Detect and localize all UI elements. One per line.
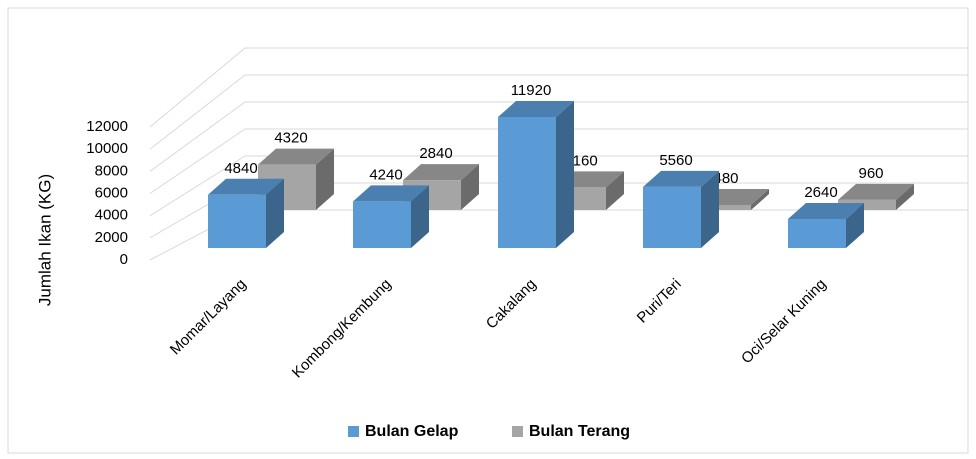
bar-side — [266, 178, 284, 248]
bar — [498, 101, 574, 248]
bar-side — [461, 164, 479, 210]
bar-side — [411, 185, 429, 248]
grid-line — [149, 155, 968, 217]
bar-top — [403, 164, 479, 181]
bar-side — [556, 101, 574, 248]
bar — [208, 178, 284, 248]
bar-front — [353, 201, 411, 248]
value-label: 960 — [858, 165, 883, 182]
bar-front — [498, 117, 556, 248]
bar-top — [838, 183, 914, 200]
bar-side — [751, 188, 769, 210]
value-label: 4240 — [369, 166, 402, 183]
bar-side — [896, 183, 914, 210]
bar — [353, 185, 429, 248]
y-tick-label: 8000 — [95, 162, 128, 179]
value-label: 480 — [713, 170, 738, 187]
legend-swatch — [512, 426, 523, 437]
grid-line — [149, 47, 968, 128]
y-tick-label: 4000 — [95, 207, 128, 224]
grid-line — [149, 128, 968, 194]
legend-label: Bulan Terang — [529, 423, 630, 440]
bar-front — [208, 194, 266, 248]
bar-side — [846, 202, 864, 248]
grid-line — [149, 101, 968, 172]
value-label: 5560 — [659, 152, 692, 169]
bar-side — [701, 170, 719, 248]
value-label: 11920 — [511, 82, 552, 99]
legend-swatch — [348, 426, 359, 437]
bar-top — [643, 170, 719, 187]
y-tick-label: 12000 — [86, 118, 128, 135]
y-tick-label: 0 — [120, 251, 128, 268]
value-label: 4840 — [224, 160, 257, 177]
value-label: 2840 — [419, 145, 452, 162]
value-label: 2640 — [804, 184, 837, 201]
y-tick-label: 10000 — [86, 140, 128, 157]
bar-top — [353, 185, 429, 202]
bar-top — [208, 178, 284, 195]
bar — [258, 148, 334, 210]
bar-front — [788, 218, 846, 248]
bar-side — [316, 148, 334, 210]
bar-front — [643, 186, 701, 248]
bar — [643, 170, 719, 248]
legend-label: Bulan Gelap — [365, 423, 459, 440]
bar-top — [788, 202, 864, 219]
y-tick-label: 6000 — [95, 184, 128, 201]
bar-top — [498, 101, 574, 117]
bar-top — [258, 148, 334, 165]
bar — [788, 202, 864, 248]
grid-line — [149, 74, 968, 150]
y-tick-label: 2000 — [95, 229, 128, 246]
value-label: 4320 — [274, 130, 307, 147]
y-axis-title: Jumlah Ikan (KG) — [35, 174, 54, 306]
bar-side — [606, 171, 624, 210]
